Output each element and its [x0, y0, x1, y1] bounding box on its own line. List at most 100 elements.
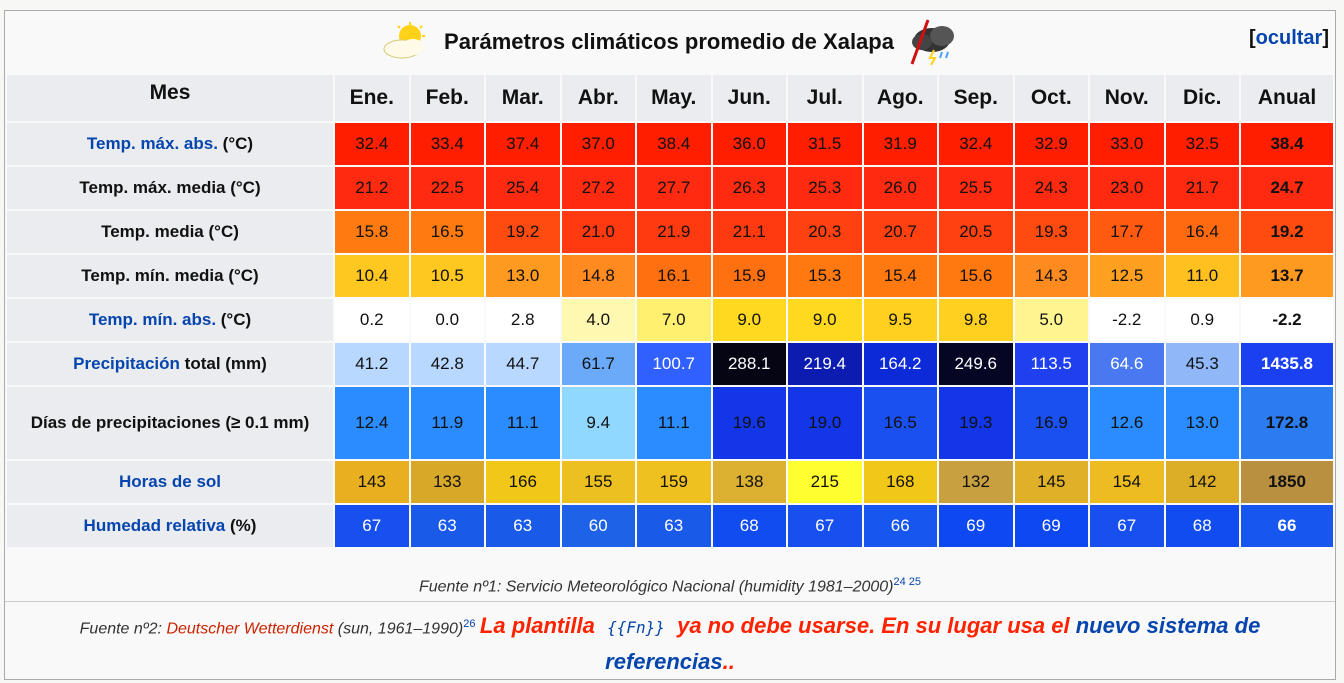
header-month: Ago.: [863, 75, 937, 121]
data-cell: 63: [486, 505, 560, 547]
storm-cloud-icon: [904, 18, 960, 66]
data-cell: 0.0: [410, 299, 484, 341]
data-cell: 9.4: [561, 387, 635, 459]
data-cell: 32.4: [939, 123, 1013, 165]
data-cell: 19.0: [788, 387, 862, 459]
data-cell: 15.6: [939, 255, 1013, 297]
data-cell: 60: [561, 505, 635, 547]
data-cell: 13.0: [486, 255, 560, 297]
data-cell: 31.5: [788, 123, 862, 165]
annual-cell: 19.2: [1241, 211, 1333, 253]
data-cell: 25.4: [486, 167, 560, 209]
data-cell: 2.8: [486, 299, 560, 341]
hide-toggle: [ocultar]: [1248, 27, 1329, 49]
data-cell: 9.0: [788, 299, 862, 341]
reference-link[interactable]: 26: [463, 618, 476, 630]
row-label-text: Días de precipitaciones (≥ 0.1 mm): [30, 413, 310, 432]
data-cell: 13.0: [1165, 387, 1239, 459]
reference-link[interactable]: 24 25: [893, 576, 922, 588]
data-cell: 67: [335, 505, 409, 547]
data-cell: 27.2: [561, 167, 635, 209]
row-label-link[interactable]: Precipitación: [73, 354, 180, 373]
data-cell: 26.0: [863, 167, 937, 209]
data-cell: 33.4: [410, 123, 484, 165]
data-cell: 66: [863, 505, 937, 547]
data-cell: 155: [561, 461, 635, 503]
source-note-1: Fuente nº1: Servicio Meteorológico Nacio…: [418, 576, 922, 596]
data-cell: 69: [939, 505, 1013, 547]
row-label: Precipitación total (mm): [7, 343, 333, 385]
header-month: May.: [637, 75, 711, 121]
table-row: Temp. máx. abs. (°C) 32.4 33.4 37.4 37.0 38.4…: [7, 123, 1333, 165]
table-row: Días de precipitaciones (≥ 0.1 mm) 12.4 11…: [7, 387, 1333, 459]
data-cell: 168: [863, 461, 937, 503]
row-label-link[interactable]: Temp. mín. abs.: [88, 310, 217, 329]
data-cell: 32.5: [1165, 123, 1239, 165]
header-annual: Anual: [1241, 75, 1333, 121]
header-month: Jun.: [712, 75, 786, 121]
data-cell: 33.0: [1090, 123, 1164, 165]
data-cell: 10.4: [335, 255, 409, 297]
row-label-link[interactable]: Temp. máx. abs.: [86, 134, 218, 153]
data-cell: 4.0: [561, 299, 635, 341]
dwd-link[interactable]: Deutscher Wetterdienst: [166, 620, 334, 638]
data-cell: 21.9: [637, 211, 711, 253]
data-cell: 41.2: [335, 343, 409, 385]
table-row: Horas de sol 143 133 166 155 159 138 215 168 132 1…: [7, 461, 1333, 503]
data-cell: 14.3: [1014, 255, 1088, 297]
data-cell: 67: [788, 505, 862, 547]
header-month: Sep.: [939, 75, 1013, 121]
data-cell: 22.5: [410, 167, 484, 209]
source-note-2: Fuente nº2: Deutscher Wetterdienst (sun,…: [5, 601, 1335, 679]
header-month: Ene.: [335, 75, 409, 121]
row-label: Temp. máx. media (°C): [7, 167, 333, 209]
data-cell: 288.1: [712, 343, 786, 385]
row-label-text: (°C): [216, 310, 252, 329]
data-cell: 11.9: [410, 387, 484, 459]
data-cell: 10.5: [410, 255, 484, 297]
data-cell: 68: [1165, 505, 1239, 547]
header-month: Dic.: [1165, 75, 1239, 121]
data-cell: -2.2: [1090, 299, 1164, 341]
row-label-text: Temp. mín. media (°C): [81, 266, 259, 285]
data-cell: 15.4: [863, 255, 937, 297]
data-cell: 19.3: [1014, 211, 1088, 253]
row-label-text: Temp. media (°C): [101, 222, 239, 241]
row-label-text: total (mm): [179, 354, 267, 373]
data-cell: 25.3: [788, 167, 862, 209]
template-name[interactable]: {{Fn}}: [607, 618, 665, 638]
data-cell: 21.0: [561, 211, 635, 253]
data-cell: 37.0: [561, 123, 635, 165]
data-cell: 20.3: [788, 211, 862, 253]
data-cell: 12.5: [1090, 255, 1164, 297]
annual-cell: 1850: [1241, 461, 1333, 503]
row-label-link[interactable]: Horas de sol: [118, 472, 222, 491]
sun-cloud-icon: [380, 22, 434, 62]
data-cell: 166: [486, 461, 560, 503]
data-cell: 0.9: [1165, 299, 1239, 341]
climate-table-box: Parámetros climáticos promedio de Xalapa…: [4, 10, 1336, 680]
data-cell: 154: [1090, 461, 1164, 503]
row-label: Días de precipitaciones (≥ 0.1 mm): [7, 387, 333, 459]
data-cell: 9.0: [712, 299, 786, 341]
data-cell: 142: [1165, 461, 1239, 503]
data-cell: 63: [410, 505, 484, 547]
data-cell: 15.8: [335, 211, 409, 253]
data-cell: 0.2: [335, 299, 409, 341]
row-label: Temp. mín. abs. (°C): [7, 299, 333, 341]
data-cell: 36.0: [712, 123, 786, 165]
data-cell: 32.4: [335, 123, 409, 165]
data-cell: 249.6: [939, 343, 1013, 385]
data-cell: 31.9: [863, 123, 937, 165]
row-label-link[interactable]: Humedad relativa: [83, 516, 226, 535]
data-cell: 21.7: [1165, 167, 1239, 209]
deprecation-warning: La plantilla {{Fn}} ya no debe usarse. E…: [479, 613, 1261, 675]
header-month: Feb.: [410, 75, 484, 121]
hide-link[interactable]: ocultar: [1255, 27, 1323, 49]
header-month: Abr.: [561, 75, 635, 121]
data-cell: 100.7: [637, 343, 711, 385]
new-references-link[interactable]: nuevo sistema de referencias: [605, 613, 1261, 675]
table-row: Temp. mín. media (°C) 10.4 10.5 13.0 14.8 16.…: [7, 255, 1333, 297]
data-cell: 11.1: [637, 387, 711, 459]
data-cell: 14.8: [561, 255, 635, 297]
